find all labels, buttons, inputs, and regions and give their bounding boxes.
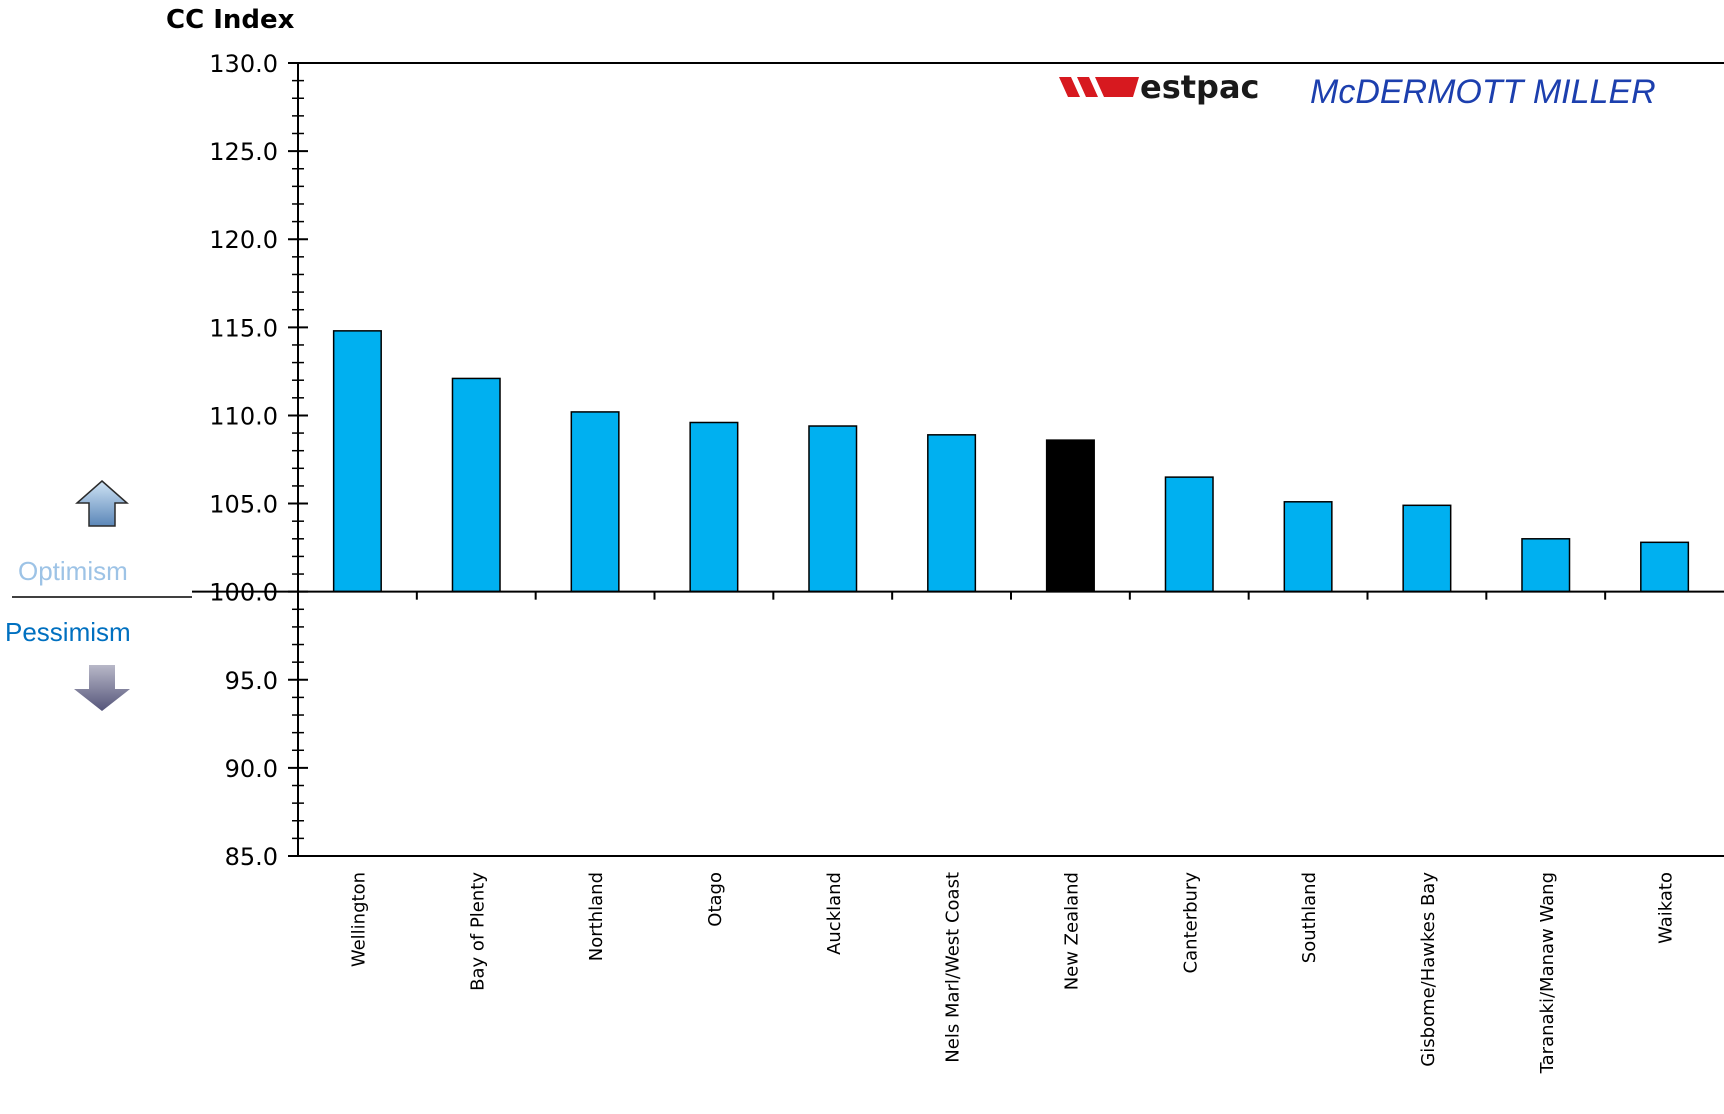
bar-auckland (808, 425, 858, 593)
y-tick-label: 85.0 (225, 843, 278, 871)
category-label: Northland (586, 872, 607, 961)
bar-waikato (1640, 541, 1690, 593)
bar-northland (570, 411, 620, 593)
category-label: Bay of Plenty (467, 872, 488, 991)
logo-westpac-text: estpac (1140, 68, 1260, 106)
category-label: Wellington (348, 872, 369, 967)
bar-taranaki-manaw-wang (1521, 538, 1571, 593)
category-label: Taranaki/Manaw Wang (1537, 872, 1558, 1074)
category-label: New Zealand (1061, 872, 1082, 990)
category-label: Canterbury (1180, 872, 1201, 974)
y-axis-title: CC Index (166, 5, 295, 35)
up-arrow-icon (75, 480, 129, 527)
bar-canterbury (1164, 476, 1214, 593)
westpac-mcdermott-miller-logo: estpac McDERMOTT MILLER (1059, 68, 1656, 111)
y-tick-label: 105.0 (209, 491, 278, 519)
category-label: Southland (1299, 872, 1320, 963)
y-tick-label: 130.0 (209, 50, 278, 78)
westpac-w-mark (1059, 77, 1139, 97)
category-label: Auckland (824, 872, 845, 955)
y-tick-label: 90.0 (225, 755, 278, 783)
y-tick-label: 120.0 (209, 226, 278, 254)
category-labels: Wellington Bay of Plenty Northland Otago Auc… (348, 872, 1676, 1075)
bar-southland (1283, 501, 1333, 593)
y-tick-label: 115.0 (209, 314, 278, 342)
bar-wellington (332, 330, 382, 593)
y-tick-label: 125.0 (209, 138, 278, 166)
category-label: Nels Marl/West Coast (943, 872, 964, 1063)
category-label: Gisbome/Hawkes Bay (1418, 872, 1439, 1067)
down-arrow-icon (74, 665, 130, 711)
category-label: Waikato (1656, 872, 1677, 944)
bar-nels-marl-west-coast (927, 434, 977, 593)
y-axis-ticks: 130.0125.0120.0115.0110.0105.0100.095.09… (209, 50, 308, 871)
logo-mcdermott-text: McDERMOTT MILLER (1310, 73, 1656, 111)
y-tick-label: 95.0 (225, 667, 278, 695)
x-axis-ticks (415, 591, 1607, 600)
y-tick-label: 110.0 (209, 402, 278, 430)
bar-gisbome-hawkes-bay (1402, 504, 1452, 593)
optimism-label: Optimism (18, 556, 128, 586)
bar-otago (689, 421, 739, 593)
pessimism-label: Pessimism (5, 617, 131, 647)
bars (332, 330, 1690, 593)
bar-bay-of-plenty (451, 377, 501, 593)
bar-new-zealand (1045, 439, 1095, 593)
category-label: Otago (705, 872, 726, 927)
plot-frame (297, 62, 1724, 857)
